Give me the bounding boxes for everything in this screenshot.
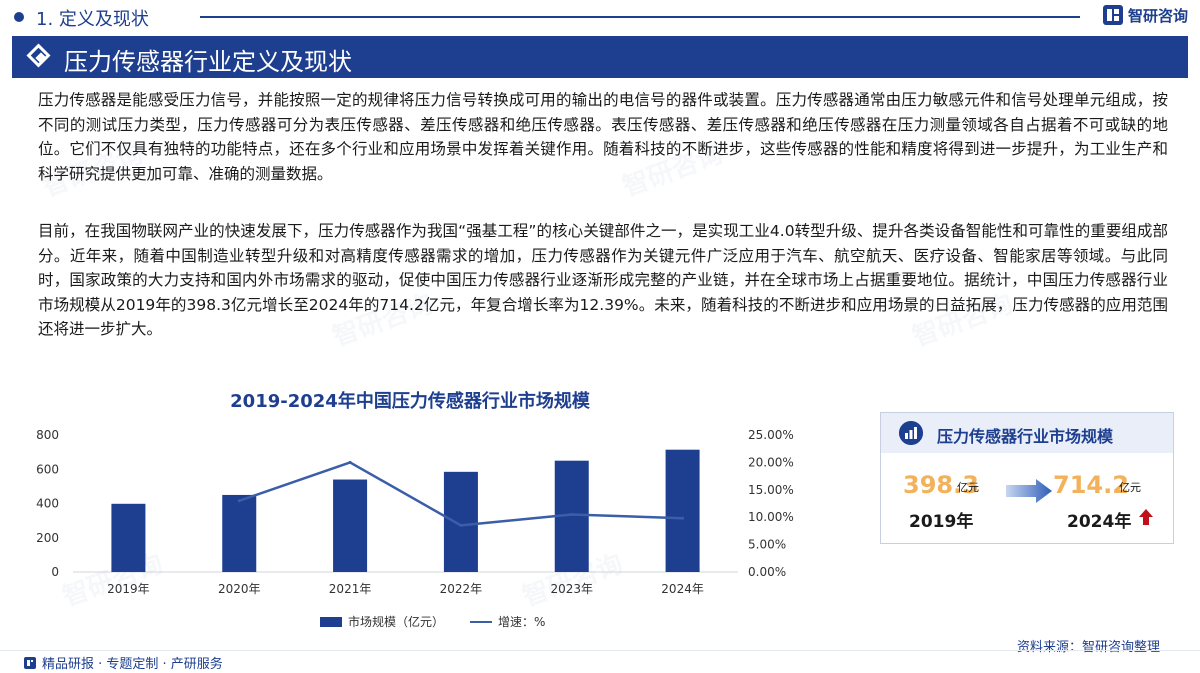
- end-unit: 亿元: [1119, 481, 1141, 494]
- y-left-tick-label: 0: [51, 565, 59, 579]
- x-tick-label: 2019年: [107, 582, 150, 596]
- footer: 精品研报 · 专题定制 · 产研服务: [24, 653, 223, 672]
- bar-2022年: [443, 471, 478, 572]
- x-tick-label: 2023年: [550, 582, 593, 596]
- page-title: 压力传感器行业定义及现状: [64, 48, 352, 76]
- y-right-tick-label: 5.00%: [748, 538, 786, 552]
- legend-line-label: 增速：%: [498, 615, 546, 629]
- y-left-tick-label: 600: [36, 462, 59, 476]
- x-tick-label: 2021年: [329, 582, 372, 596]
- data-source: 资料来源：智研咨询整理: [1016, 640, 1160, 655]
- header-rule: [200, 16, 1080, 18]
- top-bar: 1. 定义及现状 智研咨询: [0, 0, 1200, 36]
- chart-title: 2019-2024年中国压力传感器行业市场规模: [230, 391, 590, 412]
- card-title: 压力传感器行业市场规模: [937, 427, 1114, 446]
- x-tick-label: 2020年: [218, 582, 261, 596]
- footer-text: 精品研报 · 专题定制 · 产研服务: [42, 657, 223, 672]
- chart-badge-icon: [899, 421, 923, 445]
- y-right-tick-label: 10.00%: [748, 510, 794, 524]
- section-label: 1. 定义及现状: [36, 9, 149, 30]
- growth-point-2022年: [459, 523, 463, 527]
- bar-2021年: [333, 479, 368, 572]
- y-right-tick-label: 15.00%: [748, 483, 794, 497]
- growth-arrow-icon: [1006, 479, 1052, 503]
- growth-point-2020年: [237, 499, 241, 503]
- legend-item-line: 增速：%: [470, 613, 545, 630]
- chart-legend: 市场规模（亿元） 增速：%: [320, 613, 545, 630]
- legend-bar-label: 市场规模（亿元）: [348, 615, 445, 629]
- y-right-tick-label: 20.00%: [748, 455, 794, 469]
- market-size-chart: 0 200 400 600 800 0.00% 5.00% 10.00% 15.00% 20.00…: [36, 428, 794, 596]
- status-paragraph: 目前，在我国物联网产业的快速发展下，压力传感器作为我国“强基工程”的核心关键部件…: [38, 222, 1168, 338]
- bar-2019年: [111, 503, 146, 572]
- footer-logo-icon: [24, 656, 36, 669]
- end-year: 2024年: [1067, 512, 1132, 532]
- legend-item-bar: 市场规模（亿元）: [320, 613, 444, 630]
- brand-name: 智研咨询: [1127, 6, 1188, 25]
- y-left-tick-label: 800: [36, 428, 59, 442]
- section-dot-icon: [14, 12, 24, 22]
- brand-logo-icon: [1102, 5, 1123, 25]
- intro-paragraph: 压力传感器是能感受压力信号，并能按照一定的规律将压力信号转换成可用的输出的电信号…: [38, 91, 1168, 183]
- card-header: 压力传感器行业市场规模: [881, 413, 1173, 453]
- x-tick-label: 2024年: [661, 582, 704, 596]
- bar-2020年: [222, 494, 257, 572]
- legend-line-swatch: [470, 620, 493, 623]
- growth-point-2023年: [570, 512, 574, 516]
- y-right-tick-label: 25.00%: [748, 428, 794, 442]
- y-left-tick-label: 200: [36, 531, 59, 545]
- y-left-tick-label: 400: [36, 497, 59, 511]
- growth-point-2024年: [681, 516, 685, 520]
- market-size-card: 压力传感器行业市场规模 398.3 亿元 2019年 714.2 亿元 2024…: [880, 412, 1174, 544]
- end-value: 714.2: [1053, 471, 1129, 499]
- start-unit: 亿元: [957, 481, 979, 494]
- up-arrow-icon: [1139, 509, 1153, 525]
- y-right-tick-label: 0.00%: [748, 565, 786, 579]
- brand: 智研咨询: [1102, 4, 1188, 26]
- x-tick-label: 2022年: [440, 582, 483, 596]
- footer-rule: [0, 650, 1200, 651]
- start-year: 2019年: [909, 512, 974, 532]
- title-banner: 压力传感器行业定义及现状: [12, 36, 1188, 78]
- growth-point-2021年: [348, 460, 352, 464]
- bar-2024年: [665, 449, 700, 572]
- legend-bar-swatch: [320, 616, 342, 627]
- start-value: 398.3: [903, 471, 979, 499]
